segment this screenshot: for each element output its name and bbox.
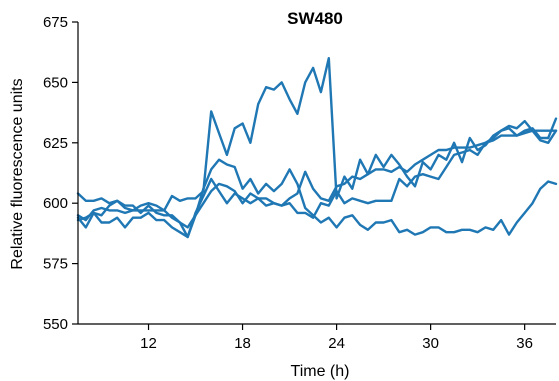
x-tick-label: 30 [422, 335, 439, 352]
x-axis-ticks: 12 18 24 30 36 [140, 324, 533, 352]
series-layer [76, 57, 558, 239]
y-axis-label: Relative fluorescence units [9, 78, 26, 269]
x-tick-label: 18 [234, 335, 251, 352]
y-tick-label: 650 [43, 74, 68, 91]
y-axis-ticks: 550 575 600 625 650 675 [43, 14, 78, 333]
y-tick-label: 675 [43, 14, 68, 31]
x-tick-label: 36 [516, 335, 533, 352]
series-line-1 [76, 57, 558, 212]
y-tick-label: 575 [43, 256, 68, 273]
x-tick-label: 12 [140, 335, 157, 352]
series-line-4 [76, 129, 558, 229]
y-tick-label: 625 [43, 135, 68, 152]
y-tick-label: 550 [43, 316, 68, 333]
y-tick-label: 600 [43, 195, 68, 212]
chart-title: SW480 [287, 9, 343, 28]
x-tick-label: 24 [328, 335, 345, 352]
series-line-3 [76, 158, 558, 239]
x-axis-label: Time (h) [291, 363, 350, 380]
series-line-2 [76, 117, 558, 239]
